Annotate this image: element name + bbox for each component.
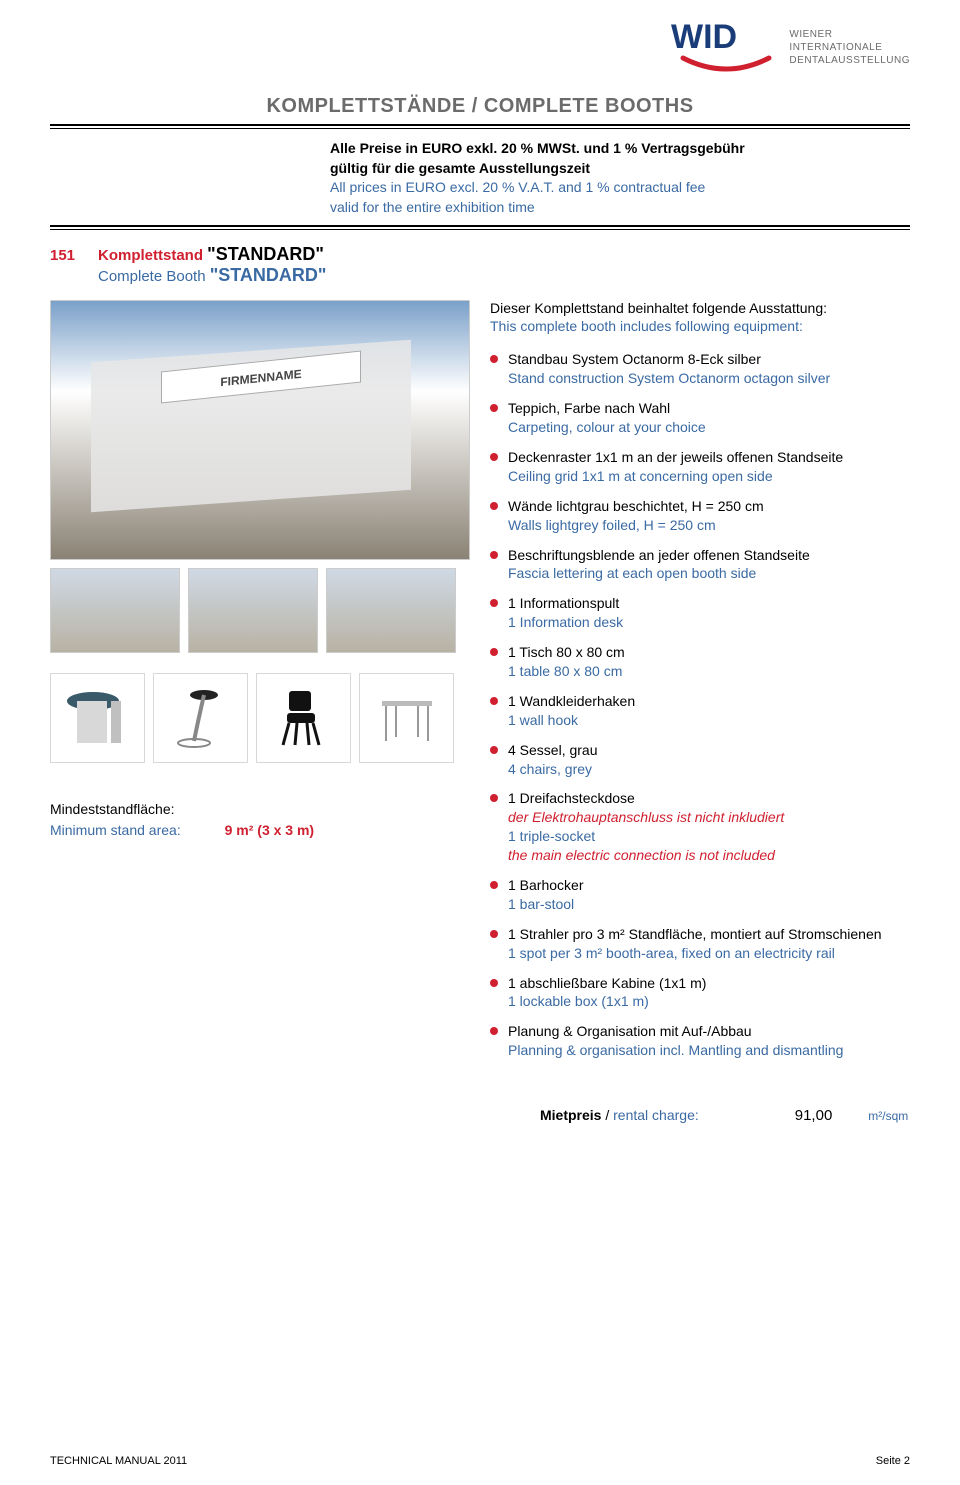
intro-de: Dieser Komplettstand beinhaltet folgende… (490, 300, 910, 316)
rental-price: Mietpreis / rental charge: 91,00 m²/sqm (540, 1107, 910, 1124)
furniture-chair (256, 673, 351, 763)
equipment-item: Deckenraster 1x1 m an der jeweils offene… (490, 448, 910, 486)
page-footer: TECHNICAL MANUAL 2011 Seite 2 (50, 1455, 910, 1467)
svg-text:WID: WID (671, 18, 737, 56)
item-code: 151 (50, 247, 88, 264)
divider (50, 225, 910, 227)
booth-render-large: FIRMENNAME (50, 300, 470, 560)
furniture-barstool (153, 673, 248, 763)
equipment-item: 1 Dreifachsteckdoseder Elektrohauptansch… (490, 789, 910, 865)
equipment-item: Beschriftungsblende an jeder offenen Sta… (490, 546, 910, 584)
divider (50, 128, 910, 129)
booth-thumb (50, 568, 180, 653)
equipment-item: 1 Barhocker1 bar-stool (490, 876, 910, 914)
item-title-en: Complete Booth "STANDARD" (98, 265, 326, 286)
divider (50, 124, 910, 126)
intro-en: This complete booth includes following e… (490, 318, 910, 334)
equipment-item: 1 Informationspult1 Information desk (490, 594, 910, 632)
equipment-item: 4 Sessel, grau4 chairs, grey (490, 741, 910, 779)
equipment-item: Standbau System Octanorm 8-Eck silberSta… (490, 350, 910, 388)
price-note: Alle Preise in EURO exkl. 20 % MWSt. und… (330, 139, 910, 217)
equipment-item: 1 Strahler pro 3 m² Standfläche, montier… (490, 925, 910, 963)
item-title-de: Komplettstand "STANDARD" (98, 247, 324, 264)
footer-left: TECHNICAL MANUAL 2011 (50, 1455, 187, 1467)
booth-thumb (188, 568, 318, 653)
furniture-table (359, 673, 454, 763)
min-stand-area: Mindeststandfläche: Minimum stand area: … (50, 799, 470, 841)
furniture-counter (50, 673, 145, 763)
equipment-item: 1 Wandkleiderhaken1 wall hook (490, 692, 910, 730)
equipment-list: Standbau System Octanorm 8-Eck silberSta… (490, 350, 910, 1060)
logo: WID WIENER INTERNATIONALE DENTALAUSSTELL… (671, 18, 910, 76)
equipment-item: Teppich, Farbe nach WahlCarpeting, colou… (490, 399, 910, 437)
equipment-item: Wände lichtgrau beschichtet, H = 250 cmW… (490, 497, 910, 535)
divider (50, 229, 910, 230)
equipment-item: 1 Tisch 80 x 80 cm1 table 80 x 80 cm (490, 643, 910, 681)
booth-thumb (326, 568, 456, 653)
equipment-item: Planung & Organisation mit Auf-/AbbauPla… (490, 1022, 910, 1060)
page-title: KOMPLETTSTÄNDE / COMPLETE BOOTHS (50, 95, 910, 118)
footer-right: Seite 2 (876, 1455, 910, 1467)
wid-logo-icon: WID (671, 18, 781, 76)
equipment-item: 1 abschließbare Kabine (1x1 m)1 lockable… (490, 974, 910, 1012)
logo-subtitle: WIENER INTERNATIONALE DENTALAUSSTELLUNG (789, 28, 910, 67)
